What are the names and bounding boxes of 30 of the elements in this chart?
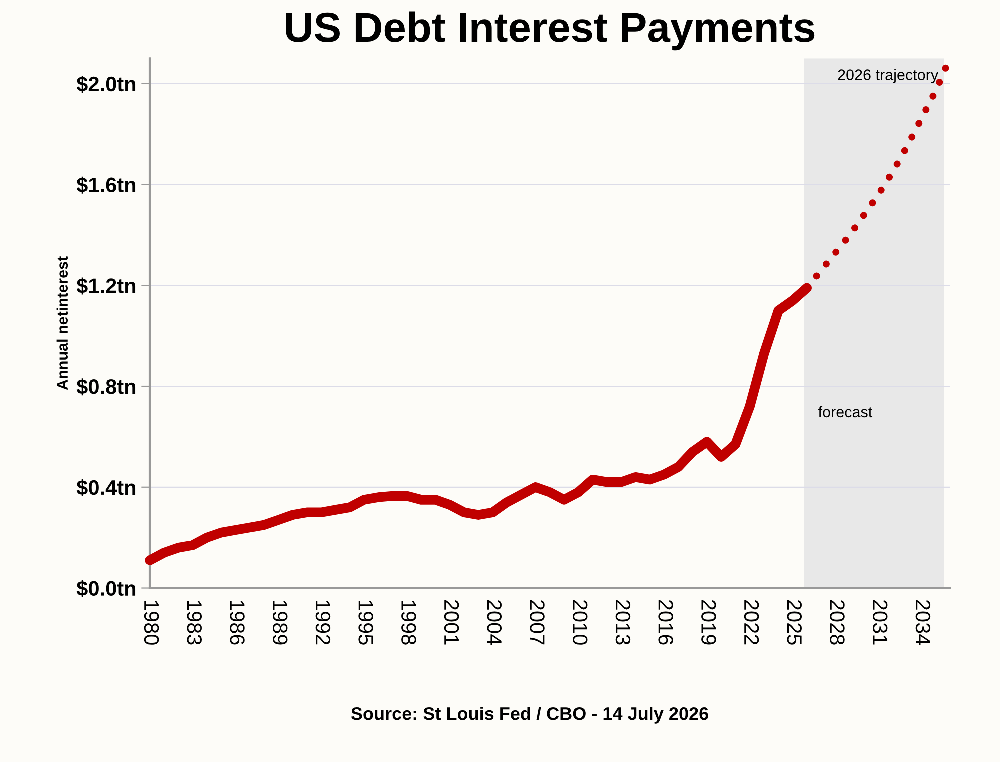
- x-tick-label: 1980: [144, 600, 160, 645]
- y-tick-label: $1.2tn: [76, 278, 136, 295]
- series-label: 2026 trajectory: [838, 69, 939, 84]
- y-tick-label: $1.6tn: [76, 176, 136, 194]
- x-tick-label: 2004: [487, 600, 502, 646]
- x-tick-label: 2034: [916, 600, 931, 646]
- x-tick-label: 1998: [402, 600, 416, 645]
- y-tick-label: $2.0tn: [76, 76, 136, 93]
- x-tick-label: 2031: [872, 600, 888, 645]
- y-tick-label: $0.0tn: [76, 580, 136, 598]
- y-axis-title: Annual netinterest: [56, 256, 68, 390]
- x-tick-label: 1992: [316, 600, 331, 645]
- band-label: forecast: [818, 406, 873, 418]
- chart-title: US Debt Interest Payments: [286, 12, 815, 51]
- x-tick-label: 2016: [658, 600, 674, 645]
- x-tick-label: 2010: [572, 600, 588, 645]
- x-tick-label: 2028: [830, 600, 845, 645]
- x-tick-label: 2013: [616, 600, 631, 645]
- x-tick-label: 2022: [744, 600, 760, 645]
- x-tick-label: 1995: [358, 600, 374, 645]
- x-tick-label: 1983: [187, 600, 202, 645]
- x-tick-label: 2001: [444, 600, 460, 645]
- y-tick-label: $0.4tn: [76, 479, 136, 496]
- x-tick-label: 2025: [787, 600, 802, 645]
- y-tick-label: $0.8tn: [76, 378, 136, 396]
- source-note: Source: St Louis Fed / CBO - 14 July 2026: [351, 707, 708, 724]
- x-tick-label: 1989: [272, 600, 288, 645]
- x-tick-label: 2019: [702, 600, 716, 645]
- x-tick-label: 2007: [530, 600, 545, 645]
- x-tick-label: 1986: [230, 600, 245, 645]
